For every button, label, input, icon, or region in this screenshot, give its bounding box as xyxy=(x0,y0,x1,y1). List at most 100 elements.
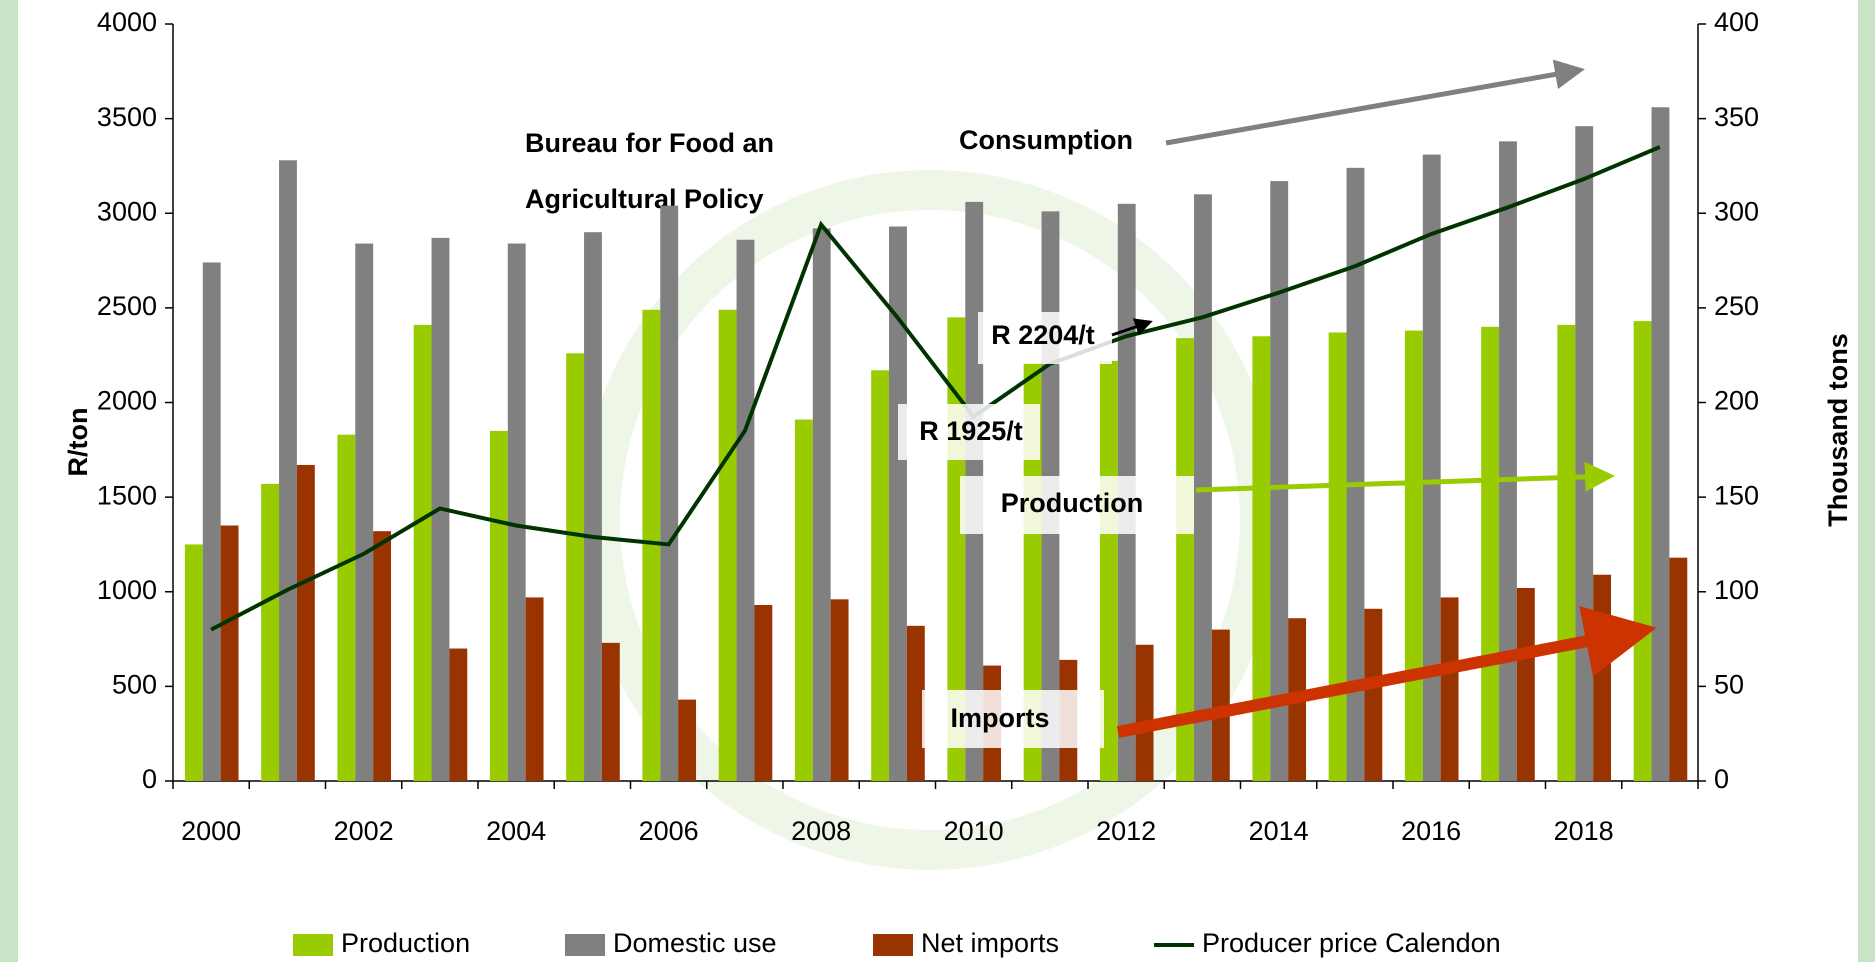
annotation-box xyxy=(922,690,1104,748)
y2-tick-label: 100 xyxy=(1714,575,1759,605)
bar xyxy=(355,243,374,781)
bar xyxy=(1023,362,1042,781)
bar xyxy=(1481,326,1500,781)
bar xyxy=(601,642,620,781)
legend-label: Domestic use xyxy=(613,928,777,958)
bar xyxy=(449,648,468,781)
annotation-arrow xyxy=(1195,461,1615,493)
watermark: Agricultural Policy xyxy=(525,184,764,214)
annotation-box xyxy=(978,312,1112,364)
bar xyxy=(1364,608,1383,781)
bar xyxy=(279,160,297,781)
y-tick-label: 500 xyxy=(112,670,157,700)
x-tick-label: 2012 xyxy=(1096,816,1156,846)
x-tick-label: 2008 xyxy=(791,816,851,846)
bar xyxy=(1557,324,1576,781)
bar xyxy=(1099,360,1118,781)
bar xyxy=(261,483,280,781)
x-tick-label: 2014 xyxy=(1249,816,1309,846)
bar xyxy=(1633,321,1652,781)
bar xyxy=(812,228,831,781)
bar xyxy=(678,699,697,781)
bar xyxy=(754,604,773,781)
bar xyxy=(202,262,221,782)
annotation-box xyxy=(942,115,1178,167)
bar xyxy=(1669,557,1688,781)
y-tick-label: 3000 xyxy=(97,196,157,226)
bar xyxy=(1176,338,1195,781)
bar xyxy=(1440,597,1459,781)
bar xyxy=(489,430,508,781)
chart-area xyxy=(18,0,1858,962)
bar xyxy=(1516,587,1535,781)
bar xyxy=(830,599,849,781)
bar xyxy=(906,625,925,781)
bar xyxy=(184,544,203,781)
bar xyxy=(507,243,526,781)
y2-axis-label: Thousand tons xyxy=(1823,333,1853,526)
bar xyxy=(373,531,392,781)
bar xyxy=(642,309,661,781)
y2-tick-label: 250 xyxy=(1714,291,1759,321)
bar xyxy=(525,597,544,781)
bar xyxy=(1499,141,1517,781)
watermark: Bureau for Food an xyxy=(525,128,774,158)
bar xyxy=(794,419,813,781)
y2-tick-label: 300 xyxy=(1714,196,1759,226)
y-tick-label: 1500 xyxy=(97,480,157,510)
annotation: Production xyxy=(1001,488,1144,518)
y2-tick-label: 350 xyxy=(1714,102,1759,132)
annotation-arrow xyxy=(1111,318,1153,337)
annotation: Imports xyxy=(950,703,1049,733)
y2-tick-label: 400 xyxy=(1714,7,1759,37)
bar xyxy=(1593,574,1612,781)
bar xyxy=(1252,336,1271,781)
x-tick-label: 2018 xyxy=(1554,816,1614,846)
annotation: Consumption xyxy=(959,125,1133,155)
bar xyxy=(296,464,315,781)
x-tick-label: 2010 xyxy=(944,816,1004,846)
legend-swatch xyxy=(293,934,333,956)
y-tick-label: 3500 xyxy=(97,102,157,132)
annotation: R 1925/t xyxy=(919,416,1023,446)
legend-label: Net imports xyxy=(921,928,1059,958)
bar xyxy=(889,226,907,781)
bar xyxy=(1211,629,1230,781)
x-tick-label: 2004 xyxy=(486,816,546,846)
bar xyxy=(1328,332,1347,781)
y-axis-label: R/ton xyxy=(63,408,93,477)
bar xyxy=(1575,126,1594,781)
annotation-arrow xyxy=(1165,59,1585,146)
bar xyxy=(736,239,755,781)
annotation-arrow xyxy=(1116,606,1657,738)
annotation-box xyxy=(960,476,1194,534)
x-tick-label: 2002 xyxy=(334,816,394,846)
bar xyxy=(413,324,432,781)
y2-tick-label: 50 xyxy=(1714,670,1744,700)
y-tick-label: 1000 xyxy=(97,575,157,605)
x-tick-label: 2006 xyxy=(639,816,699,846)
y-tick-label: 2500 xyxy=(97,291,157,321)
bar xyxy=(220,525,239,781)
x-tick-label: 2016 xyxy=(1401,816,1461,846)
bar xyxy=(1270,181,1289,781)
bar xyxy=(337,434,356,781)
y-tick-label: 0 xyxy=(142,764,157,794)
legend-label: Production xyxy=(341,928,470,958)
bar xyxy=(1135,644,1154,781)
annotation-box xyxy=(898,404,1040,460)
legend-swatch xyxy=(873,934,913,956)
y-tick-label: 2000 xyxy=(97,386,157,416)
bar xyxy=(1404,330,1423,781)
bar xyxy=(1346,167,1365,781)
legend-swatch xyxy=(565,934,605,956)
bar xyxy=(1422,154,1441,781)
price-line xyxy=(210,145,1661,632)
bar xyxy=(660,205,679,781)
bar xyxy=(871,370,890,781)
y-tick-label: 4000 xyxy=(97,7,157,37)
y2-tick-label: 200 xyxy=(1714,386,1759,416)
annotation: R 2204/t xyxy=(991,320,1095,350)
bar xyxy=(584,232,602,782)
